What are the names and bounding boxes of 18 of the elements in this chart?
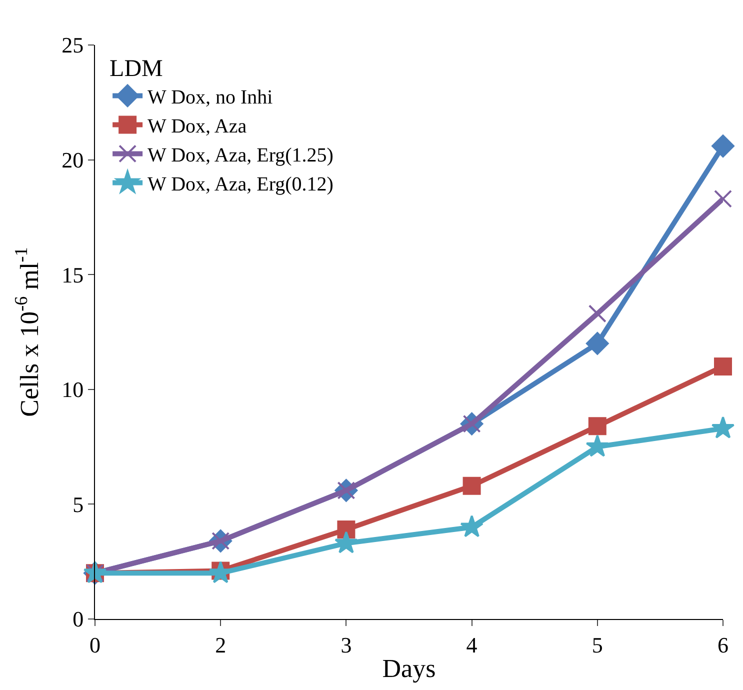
x-tick-label: 3 xyxy=(340,632,352,658)
legend-label: W Dox, Aza, Erg(1.25) xyxy=(148,144,334,166)
x-tick-label: 6 xyxy=(718,632,728,658)
legend-label: W Dox, Aza xyxy=(148,116,247,138)
legend-title: LDM xyxy=(110,56,163,82)
legend-label: W Dox, no Inhi xyxy=(148,86,274,108)
y-tick-label: 15 xyxy=(62,262,84,288)
x-tick-label: 5 xyxy=(592,632,603,658)
y-tick-label: 20 xyxy=(62,148,84,172)
y-tick-label: 10 xyxy=(62,377,84,402)
y-tick-label: 5 xyxy=(72,492,84,517)
x-tick-label: 4 xyxy=(466,632,478,658)
y-tick-label: 0 xyxy=(72,606,84,632)
legend-label: W Dox, Aza, Erg(0.12) xyxy=(148,174,334,196)
x-tick-label: 2 xyxy=(215,632,226,658)
x-tick-label: 0 xyxy=(90,632,100,658)
y-tick-label: 25 xyxy=(62,32,84,58)
x-axis-title: Days xyxy=(382,654,436,684)
